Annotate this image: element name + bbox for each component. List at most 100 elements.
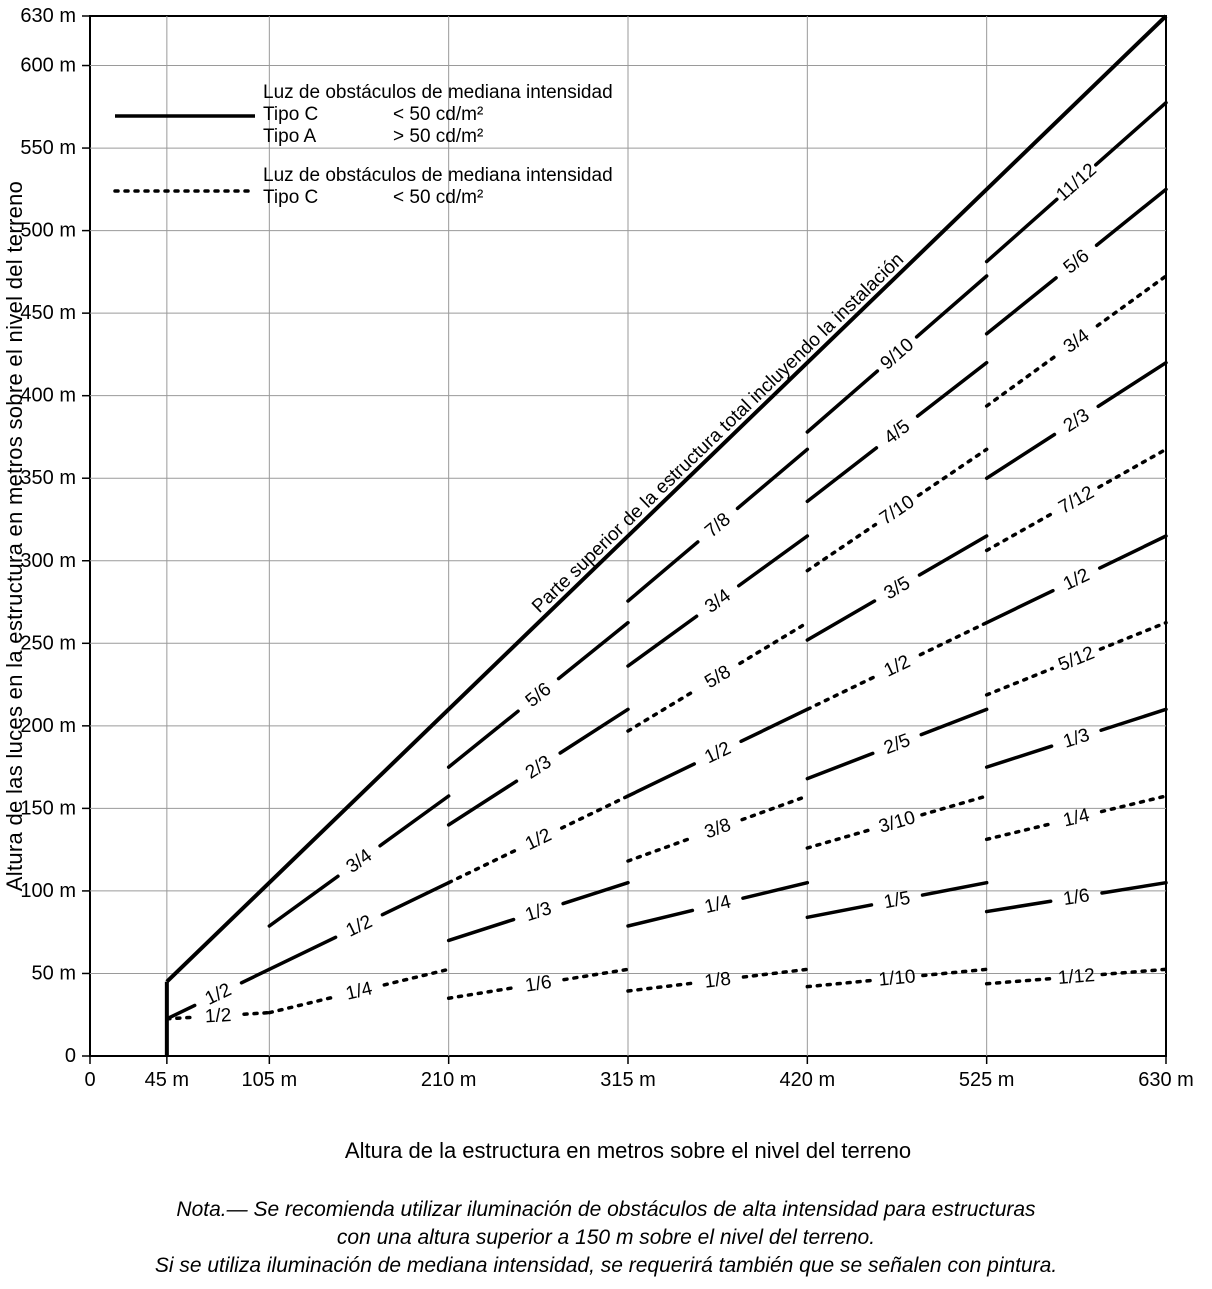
diagonal-top-line <box>167 16 1166 982</box>
solid-segment-5-3 <box>1098 363 1166 407</box>
solid-segment-3-3 <box>628 542 698 601</box>
solid-segment-5-0 <box>987 901 1051 911</box>
segment-label: 1/4 <box>702 891 733 918</box>
segment-label: 1/2 <box>701 738 734 768</box>
y-tick-label: 300 m <box>20 550 76 572</box>
dotted-segment-4-d2 <box>807 677 873 709</box>
solid-segment-5-0 <box>1102 883 1166 893</box>
solid-segment-4-3 <box>918 363 987 416</box>
solid-segment-5-4 <box>1097 189 1166 245</box>
y-tick-label: 100 m <box>20 880 76 902</box>
solid-segment-4-3 <box>807 448 876 501</box>
y-axis-label: Altura de las luces en la estructura en … <box>2 181 27 891</box>
segment-label: 1/8 <box>703 969 732 993</box>
dotted-segment-4-d1 <box>922 796 987 815</box>
dotted-segment-0-d0 <box>244 1013 269 1015</box>
segment-label: 5/6 <box>522 679 556 712</box>
solid-segment-5-5 <box>1096 103 1166 165</box>
dotted-segment-4-d0 <box>923 969 987 975</box>
segment-label: 2/3 <box>1060 405 1094 437</box>
dotted-segment-5-d4 <box>987 356 1056 406</box>
segment-label: 11/12 <box>1052 159 1100 205</box>
x-tick-label: 630 m <box>1138 1069 1194 1091</box>
chart-note: Nota.— Se recomienda utilizar iluminació… <box>0 1198 1212 1222</box>
y-tick-label: 400 m <box>20 385 76 407</box>
solid-segment-3-2 <box>628 616 697 666</box>
solid-segment-3-3 <box>738 449 808 508</box>
segment-label: 3/4 <box>342 845 376 878</box>
segment-label: 1/2 <box>343 911 376 941</box>
segment-label: 3/4 <box>1060 325 1094 358</box>
solid-segment-4-4 <box>807 371 877 432</box>
dotted-segment-5-d0 <box>987 979 1051 984</box>
segment-label: 7/10 <box>876 491 918 529</box>
legend-solid-row2: Tipo A> 50 cd/m² <box>263 126 483 147</box>
solid-segment-4-0 <box>807 905 871 917</box>
solid-segment-4-0 <box>923 883 987 895</box>
segment-label: 1/2 <box>1060 565 1093 595</box>
legend-dotted-row1: Tipo C< 50 cd/m² <box>263 187 483 208</box>
y-tick-label: 630 m <box>20 5 76 27</box>
segment-label: 1/12 <box>1057 965 1096 989</box>
segment-label: 1/3 <box>523 898 555 926</box>
solid-segment-5-1 <box>1101 709 1166 730</box>
segment-label: 3/8 <box>702 815 734 844</box>
solid-segment-5-4 <box>987 278 1056 334</box>
segment-label: 3/5 <box>881 573 914 604</box>
chart-note: con una altura superior a 150 m sobre el… <box>0 1226 1212 1250</box>
segment-label: 1/10 <box>878 966 917 990</box>
y-tick-label: 550 m <box>20 137 76 159</box>
y-tick-label: 600 m <box>20 55 76 77</box>
solid-segment-4-4 <box>917 276 987 337</box>
solid-segment-1-1 <box>380 796 449 846</box>
solid-segment-3-1 <box>628 764 694 796</box>
segment-label: 5/12 <box>1055 643 1097 676</box>
x-tick-label: 525 m <box>959 1069 1015 1091</box>
segment-label: 7/12 <box>1055 482 1098 518</box>
dotted-segment-4-d0 <box>807 981 871 987</box>
segment-label: 1/5 <box>882 888 912 914</box>
x-tick-label: 0 <box>84 1069 95 1091</box>
solid-segment-3-0 <box>628 910 692 926</box>
dotted-segment-5-d2 <box>987 668 1053 694</box>
solid-segment-0-0 <box>242 969 270 982</box>
solid-segment-5-2 <box>987 591 1053 623</box>
dotted-segment-5-d3 <box>1099 449 1166 487</box>
solid-segment-1-1 <box>269 876 338 926</box>
obstacle-light-chart: 050 m100 m150 m200 m250 m300 m350 m400 m… <box>0 0 1212 1289</box>
x-tick-label: 210 m <box>421 1069 477 1091</box>
legend-dotted-title: Luz de obstáculos de mediana intensidad <box>263 165 613 186</box>
dotted-segment-5-d4 <box>1097 276 1166 326</box>
segment-label: 5/8 <box>701 661 734 693</box>
dotted-segment-5-d1 <box>1102 796 1166 812</box>
solid-segment-2-2 <box>559 623 628 679</box>
solid-segment-2-1 <box>449 781 517 825</box>
segment-label: 4/5 <box>880 416 914 449</box>
solid-segment-4-2 <box>807 601 874 640</box>
segment-label: 1/6 <box>524 972 553 997</box>
dotted-segment-1-d0 <box>269 997 333 1013</box>
segment-label: 1/3 <box>1061 725 1093 753</box>
segment-label: 9/10 <box>876 334 918 374</box>
y-tick-label: 0 <box>65 1045 76 1067</box>
solid-segment-1-0 <box>269 937 335 969</box>
diagonal-label: Parte superior de la estructura total in… <box>528 249 908 617</box>
solid-segment-4-2 <box>919 536 986 575</box>
segment-label: 7/8 <box>701 509 735 542</box>
legend-solid-title: Luz de obstáculos de mediana intensidad <box>263 82 613 103</box>
x-axis-label: Altura de la estructura en metros sobre … <box>345 1138 911 1163</box>
segment-label: 3/4 <box>701 585 735 618</box>
segment-label: 5/6 <box>1060 245 1094 278</box>
y-tick-label: 200 m <box>20 715 76 737</box>
x-tick-label: 105 m <box>242 1069 298 1091</box>
y-tick-label: 500 m <box>20 220 76 242</box>
segment-label: 3/10 <box>876 807 917 837</box>
segment-label: 1/6 <box>1062 885 1091 910</box>
y-tick-label: 350 m <box>20 467 76 489</box>
dotted-segment-4-d2 <box>920 623 986 655</box>
solid-segment-4-1 <box>807 753 872 778</box>
solid-segment-2-0 <box>563 883 628 904</box>
segment-label: 1/2 <box>881 651 914 681</box>
segment-label: 2/3 <box>522 752 556 784</box>
solid-segment-5-1 <box>987 746 1052 767</box>
